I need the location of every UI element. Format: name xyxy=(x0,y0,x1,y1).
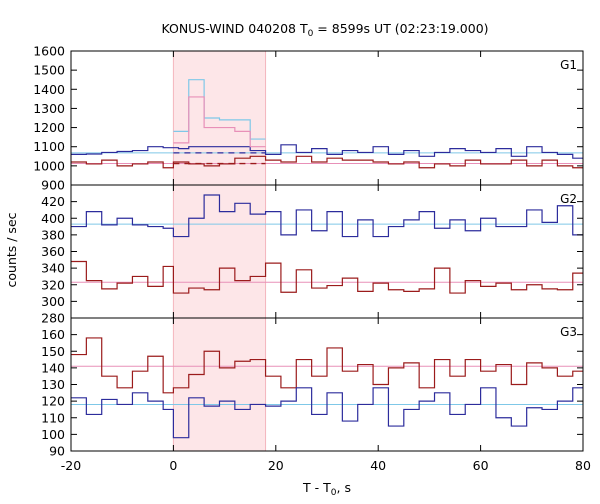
panel-g2-ytick-label: 360 xyxy=(41,244,65,259)
xtick-label: 80 xyxy=(575,458,591,473)
y-axis-title: counts / sec xyxy=(4,212,19,287)
panel-g1-ytick-label: 1100 xyxy=(33,139,65,154)
chart-title-prefix: KONUS-WIND 040208 T xyxy=(161,21,307,36)
panel-g1: 900 1000 1100 1200 1300 1400 1500 1600 G1 xyxy=(33,44,584,193)
panel-g1-frame xyxy=(70,50,584,186)
x-axis-title-suffix: , s xyxy=(337,480,351,495)
chart-title-suffix: = 8599s UT (02:23:19.000) xyxy=(313,21,488,36)
xtick-label: -20 xyxy=(61,458,81,473)
panel-g3-series-red xyxy=(71,337,583,394)
plot-layer: 9001000110012001300140015001600G12803003… xyxy=(33,44,591,474)
panel-g2-series-blue xyxy=(71,194,583,238)
panel-g2-ytick-label: 300 xyxy=(41,294,65,309)
panel-g2-ytick-label: 320 xyxy=(41,277,65,292)
xtick-label: 60 xyxy=(473,458,489,473)
panel-g3-ytick-label: 110 xyxy=(41,410,65,425)
panel-label: G1 xyxy=(560,58,577,72)
panel-g3-series-blue xyxy=(71,387,583,439)
xtick-label: 40 xyxy=(370,458,386,473)
panel-g1-ytick-label: 1400 xyxy=(33,82,65,97)
chart-title: KONUS-WIND 040208 T0 = 8599s UT (02:23:1… xyxy=(161,21,488,39)
panel-g3-ytick-label: 130 xyxy=(41,377,65,392)
panel-g1-ytick-label: 1000 xyxy=(33,158,65,173)
x-axis-title: T - T0, s xyxy=(302,480,351,498)
panel-g1-series-red xyxy=(71,155,583,169)
panel-g1-series-blue xyxy=(71,144,583,159)
panel-g1-ytick-label: 1200 xyxy=(33,120,65,135)
panel-g1-ytick-label: 900 xyxy=(41,178,65,193)
panel-g1-ytick-label: 1300 xyxy=(33,101,65,116)
xtick-label: 20 xyxy=(268,458,284,473)
panel-g3-ytick-label: 150 xyxy=(41,344,65,359)
x-axis-title-prefix: T - T xyxy=(302,480,331,495)
panel-g3-frame xyxy=(70,317,584,452)
panel-g2-series-red xyxy=(71,260,583,294)
panel-g1-ytick-label: 1600 xyxy=(33,44,65,59)
panel-g3-ytick-label: 120 xyxy=(41,394,65,409)
panel-g2-ytick-label: 280 xyxy=(41,311,65,326)
panel-g3-ytick-label: 100 xyxy=(41,427,65,442)
panel-g1-ytick-label: 1500 xyxy=(33,63,65,78)
xtick-label: 0 xyxy=(169,458,177,473)
x-axis-title-sub: 0 xyxy=(331,488,337,498)
panel-g3-ytick-label: 140 xyxy=(41,360,65,375)
shaded-interval xyxy=(173,51,266,451)
panel-g3-ytick-label: 160 xyxy=(41,327,65,342)
panel-g2-ytick-label: 400 xyxy=(41,211,65,226)
panel-g1-series-pink xyxy=(173,96,266,148)
panel-g2-ytick-label: 420 xyxy=(41,194,65,209)
panel-label: G2 xyxy=(560,192,577,206)
panel-g2-ytick-label: 340 xyxy=(41,261,65,276)
chart-title-sub: 0 xyxy=(308,29,314,39)
panel-g2-frame xyxy=(70,184,584,319)
panel-g3-ytick-label: 90 xyxy=(49,444,65,459)
panel-label: G3 xyxy=(560,325,577,339)
panel-g2-ytick-label: 380 xyxy=(41,227,65,242)
